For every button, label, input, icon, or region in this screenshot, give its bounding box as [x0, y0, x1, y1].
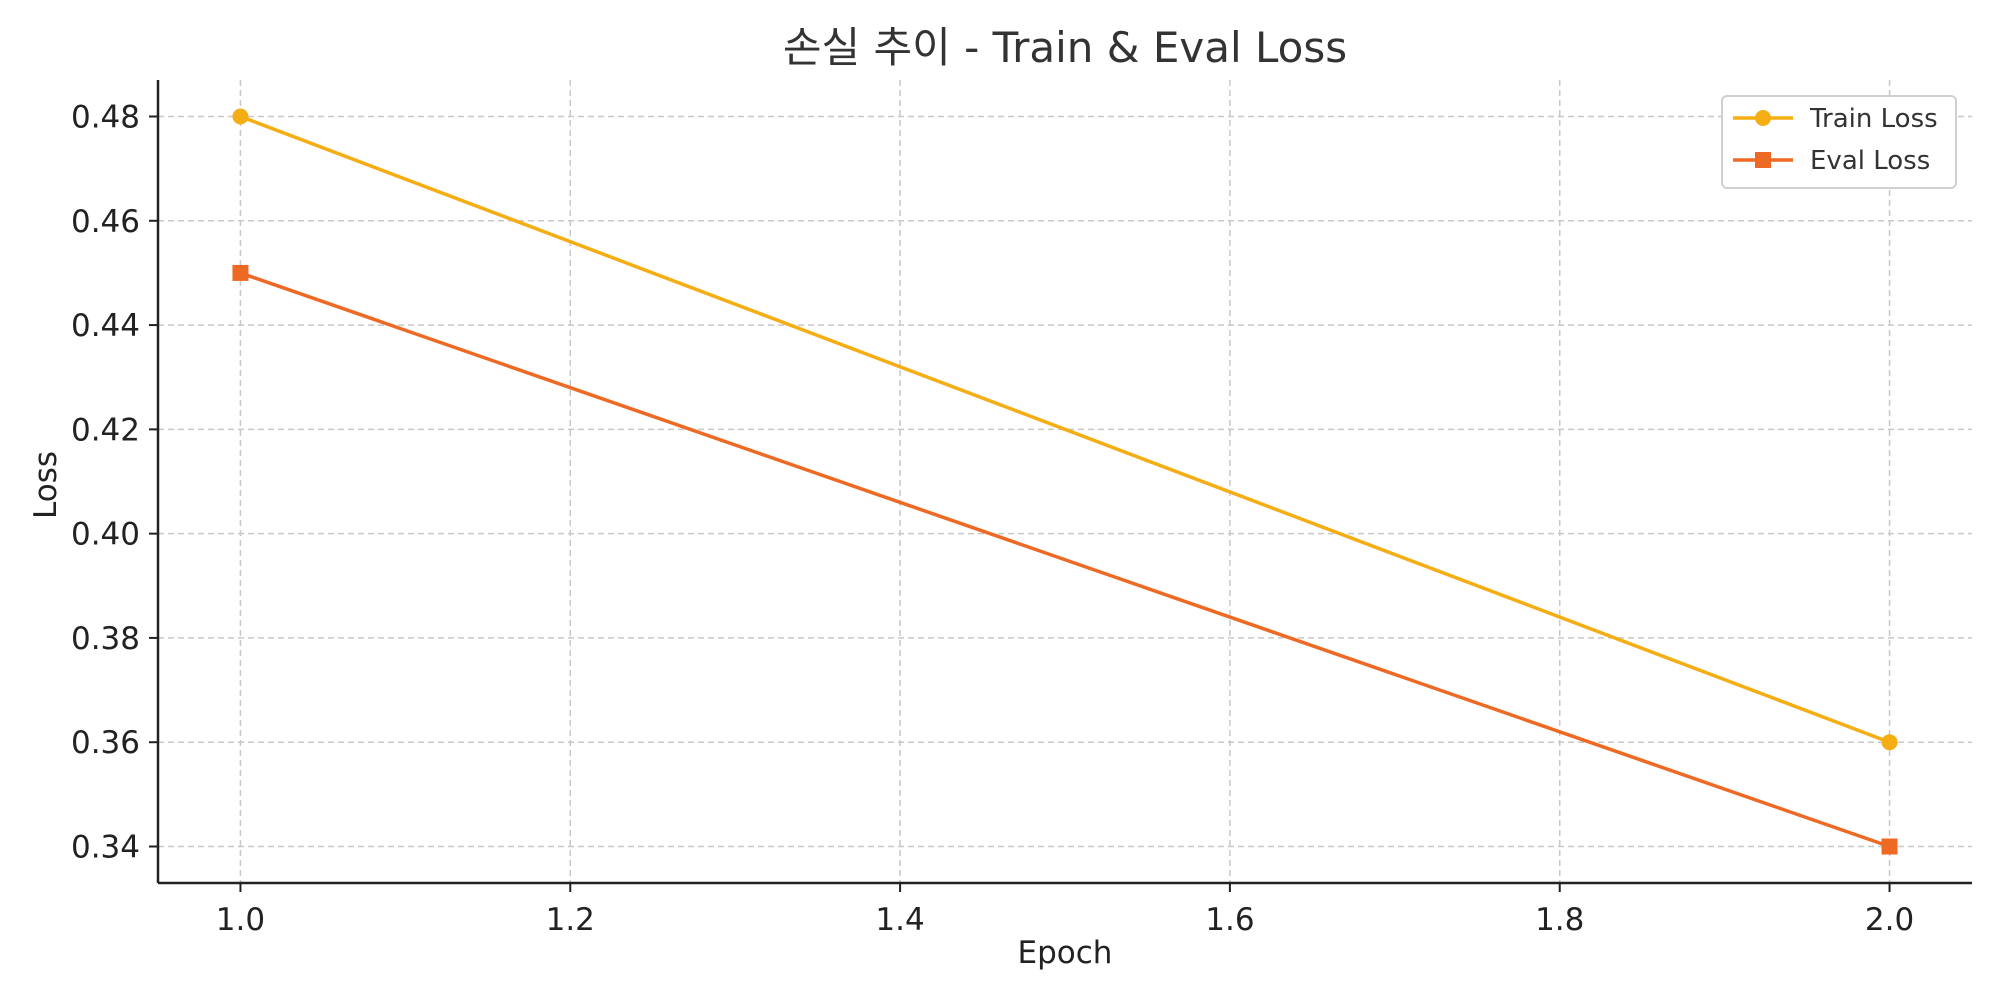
legend-items: Train Loss Eval Loss: [1733, 104, 1938, 176]
legend-label: Eval Loss: [1810, 146, 1930, 176]
grid-layer: [158, 80, 1972, 883]
series-layer: [232, 108, 1898, 855]
legend-item-eval-loss: Eval Loss: [1733, 146, 1930, 176]
train-loss-line: [239, 114, 1891, 744]
train-loss-series: [232, 108, 1898, 751]
eval-loss-point: [232, 264, 249, 281]
y-tick-label: 0.48: [71, 100, 140, 136]
x-tick-label: 1.8: [1535, 902, 1584, 938]
y-tick-label: 0.36: [71, 725, 140, 761]
y-tick-label: 0.40: [71, 517, 140, 553]
x-axis-label: Epoch: [1018, 935, 1113, 971]
y-tick-label: 0.44: [71, 308, 140, 344]
eval-loss-series: [232, 264, 1898, 855]
y-tick-label: 0.34: [71, 830, 140, 866]
x-tick-label: 1.4: [875, 902, 924, 938]
chart-title: 손실 추이 - Train & Eval Loss: [783, 23, 1347, 72]
tick-layer: 1.0 1.2 1.4 1.6 1.8 2.0 0.34 0.36 0.38 0.40 0.42 0.…: [71, 100, 1914, 939]
eval-loss-line: [239, 271, 1891, 849]
y-tick-label: 0.42: [71, 412, 140, 448]
legend-marker: [1755, 110, 1771, 126]
y-axis-label: Loss: [28, 451, 64, 519]
y-tick-label: 0.38: [71, 621, 140, 657]
x-tick-label: 1.6: [1205, 902, 1254, 938]
legend-marker: [1755, 152, 1771, 168]
eval-loss-point: [1881, 838, 1898, 855]
x-tick-label: 1.2: [546, 902, 595, 938]
x-tick-label: 2.0: [1865, 902, 1914, 938]
train-loss-point: [232, 108, 249, 125]
x-tick-label: 1.0: [216, 902, 265, 938]
legend: Train Loss Eval Loss: [1721, 95, 1957, 189]
legend-label: Train Loss: [1809, 104, 1938, 134]
legend-item-train-loss: Train Loss: [1733, 104, 1938, 134]
train-loss-point: [1881, 734, 1898, 751]
y-tick-label: 0.46: [71, 204, 140, 240]
